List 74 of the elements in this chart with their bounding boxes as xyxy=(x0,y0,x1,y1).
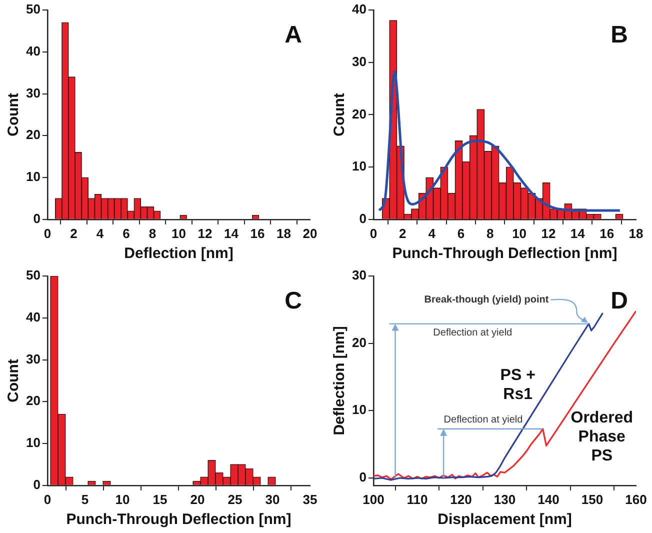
text: A xyxy=(284,22,302,49)
y-axis-title: Count xyxy=(331,93,348,136)
ref-line-label: Deflection at yield xyxy=(433,328,512,339)
text: C xyxy=(284,288,302,315)
series-label: PS + Rs1 xyxy=(500,366,536,403)
x-tick-label: 140 xyxy=(538,492,560,507)
x-tick-label: 30 xyxy=(265,492,280,507)
y-tick-label: 10 xyxy=(352,402,366,418)
x-tick-label: 15 xyxy=(152,492,168,507)
x-tick-label: 5 xyxy=(81,492,89,507)
x-tick-label: 8 xyxy=(486,226,494,241)
ref-line-label: Deflection at yield xyxy=(444,414,523,426)
x-tick-label: 130 xyxy=(494,492,516,507)
x-tick-label: 120 xyxy=(450,492,472,507)
y-tick-label: 0 xyxy=(359,210,366,226)
x-tick-label: 4 xyxy=(96,226,104,241)
x-tick-label: 6 xyxy=(122,226,130,241)
y-tick-label: 30 xyxy=(352,268,366,283)
y-tick-label: 10 xyxy=(352,158,366,174)
x-tick-label: 16 xyxy=(600,226,614,241)
x-tick-label: 100 xyxy=(362,492,384,507)
y-axis-title: Count xyxy=(5,93,22,136)
x-tick-label: 0 xyxy=(44,492,52,507)
x-tick-label: 110 xyxy=(406,492,428,507)
x-tick-label: 8 xyxy=(148,226,156,241)
x-tick-label: 16 xyxy=(250,226,265,241)
x-axis-title: Punch-Through Deflection [nm] xyxy=(66,511,292,528)
series-label: Ordered Phase PS xyxy=(570,410,633,465)
y-tick-label: 20 xyxy=(26,393,40,408)
y-tick-label: 20 xyxy=(352,106,366,122)
x-axis-title: Displacement [nm] xyxy=(438,511,572,528)
annotation: Break-though (yield) point xyxy=(424,294,550,306)
y-tick-label: 0 xyxy=(33,476,40,492)
x-tick-label: 35 xyxy=(302,492,318,507)
x-tick-label: 14 xyxy=(224,226,240,241)
x-tick-label: 25 xyxy=(228,492,242,507)
y-tick-label: 40 xyxy=(352,2,366,17)
x-tick-label: 12 xyxy=(198,226,212,241)
y-tick-label: 50 xyxy=(26,268,40,283)
y-tick-label: 0 xyxy=(359,470,366,485)
x-tick-label: 10 xyxy=(115,492,130,507)
x-tick-label: 18 xyxy=(628,226,644,241)
y-axis-title: Count xyxy=(5,359,22,402)
y-tick-label: 0 xyxy=(33,210,40,226)
x-tick-label: 0 xyxy=(44,226,52,241)
x-tick-label: 160 xyxy=(625,492,647,507)
x-tick-label: 150 xyxy=(581,492,604,507)
x-axis-title: Punch-Through Deflection [nm] xyxy=(392,245,618,262)
x-tick-label: 20 xyxy=(190,492,205,507)
x-tick-label: 10 xyxy=(171,226,186,241)
y-tick-label: 40 xyxy=(26,309,40,324)
y-tick-label: 50 xyxy=(26,2,40,17)
y-axis-title: Deflection [nm] xyxy=(331,326,348,436)
x-tick-label: 10 xyxy=(512,226,527,241)
x-tick-label: 20 xyxy=(302,226,318,241)
y-tick-label: 20 xyxy=(26,127,40,142)
y-tick-label: 40 xyxy=(26,43,40,58)
text: B xyxy=(610,22,628,49)
x-tick-label: 4 xyxy=(428,226,436,241)
x-tick-label: 0 xyxy=(370,226,378,241)
text: D xyxy=(610,288,628,315)
x-axis-title: Deflection [nm] xyxy=(124,245,234,262)
y-tick-label: 30 xyxy=(26,351,40,366)
y-tick-label: 20 xyxy=(352,334,366,350)
x-tick-label: 2 xyxy=(70,226,78,241)
y-tick-label: 10 xyxy=(26,435,40,450)
x-tick-label: 6 xyxy=(457,226,465,241)
x-tick-label: 14 xyxy=(570,226,586,241)
y-tick-label: 30 xyxy=(26,85,40,100)
x-tick-label: 18 xyxy=(276,226,291,241)
y-tick-label: 30 xyxy=(352,54,366,69)
x-tick-label: 2 xyxy=(399,226,406,241)
y-tick-label: 10 xyxy=(26,169,40,184)
x-tick-label: 12 xyxy=(541,226,556,241)
